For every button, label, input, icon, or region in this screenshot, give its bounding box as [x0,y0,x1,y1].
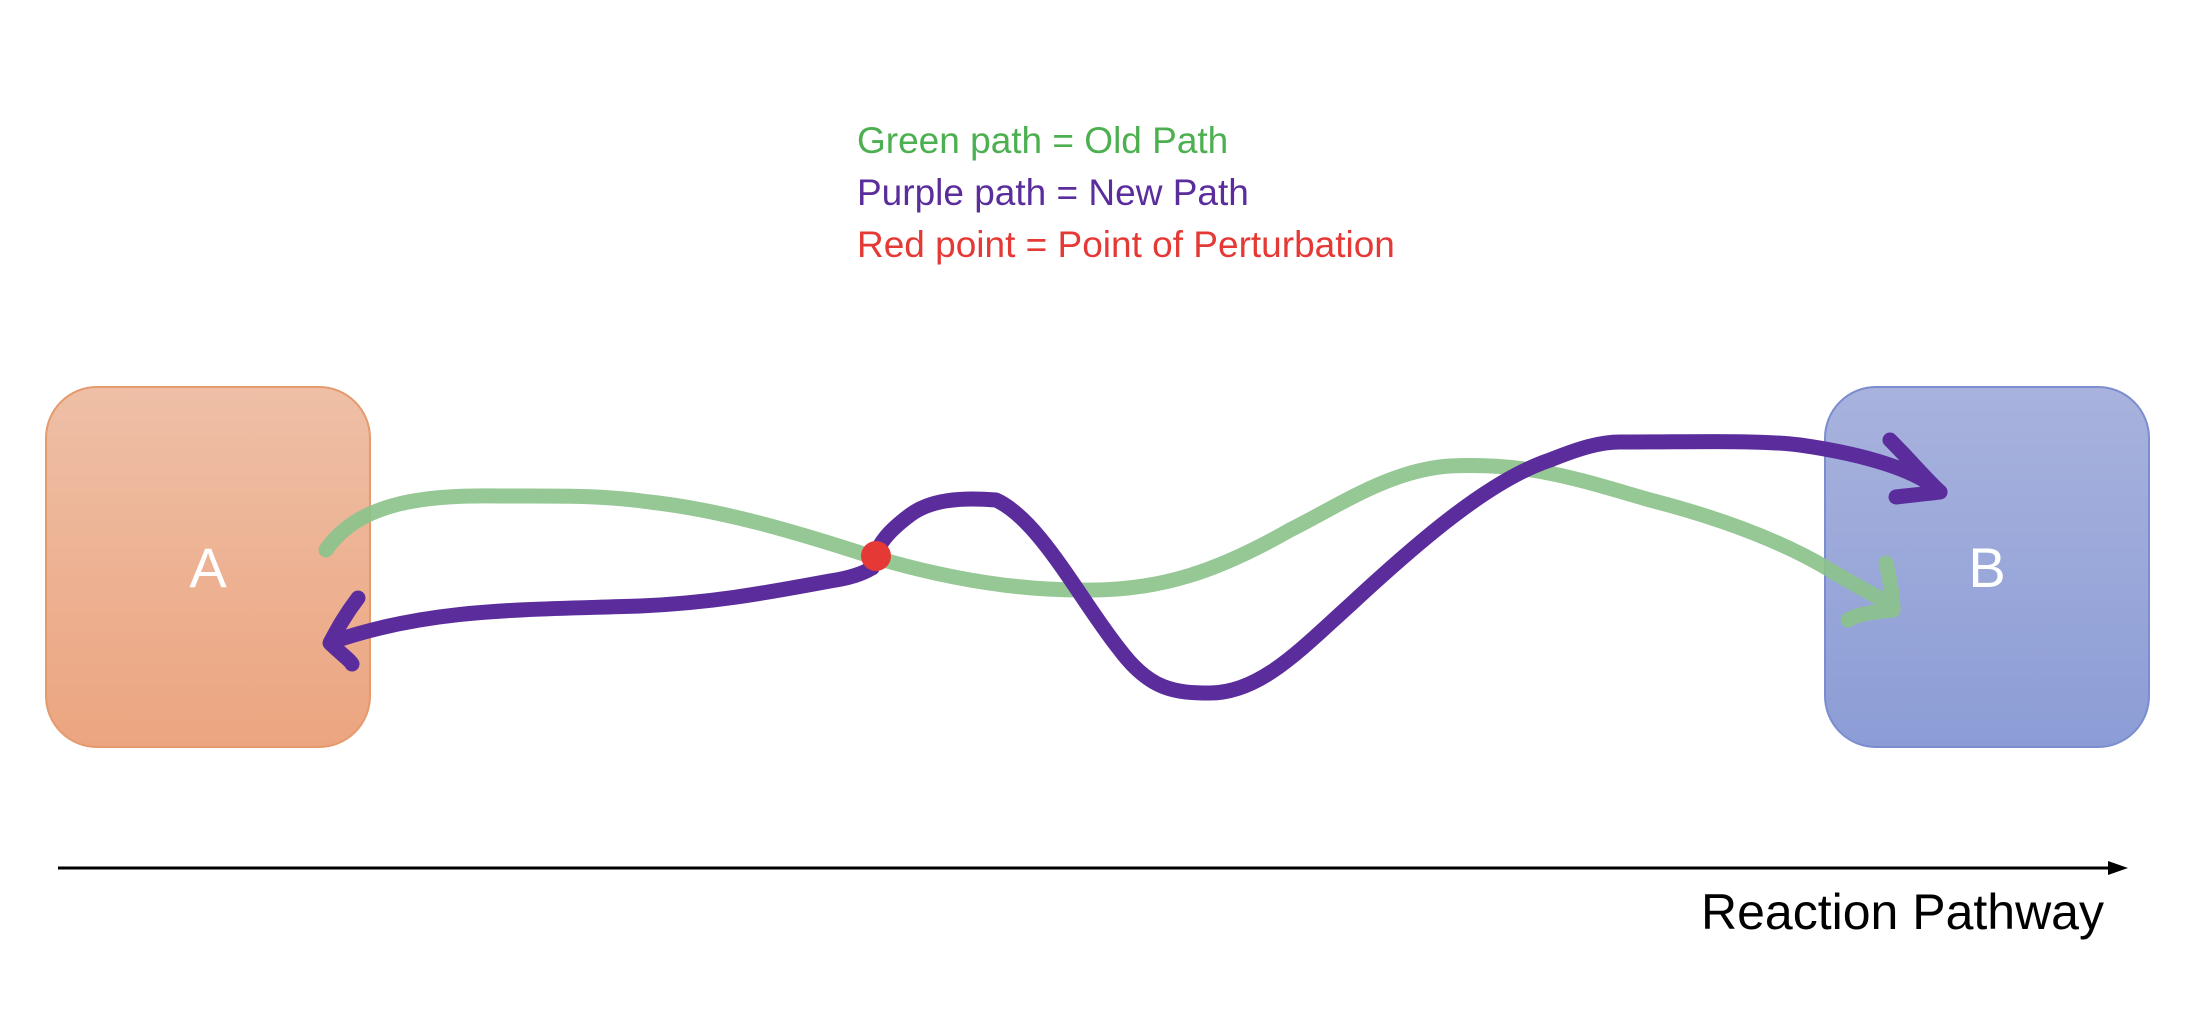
perturbation-point [861,541,891,571]
legend-purple-entry: Purple path = New Path [857,172,1249,213]
old-path-curve [318,457,1898,612]
new-path-curve [324,560,880,650]
legend: Green path = Old Path Purple path = New … [857,115,1395,271]
state-a-label: A [189,535,227,599]
new-path-curve-forward [864,434,1948,701]
state-b-label: B [1968,535,2006,599]
state-b-box: B [1824,386,2150,748]
state-a-box: A [45,386,371,748]
axis-arrowhead [2108,861,2128,875]
new-path-arrowhead-a [322,590,366,672]
old-path-arrowhead [1840,555,1901,628]
legend-green-entry: Green path = Old Path [857,120,1229,161]
axis-label: Reaction Pathway [1700,884,2104,940]
old-path [318,457,1901,628]
legend-red-entry: Red point = Point of Perturbation [857,224,1395,265]
new-path-arrowhead-b [1882,432,1948,505]
new-path [322,432,1948,701]
reaction-pathway-axis [58,861,2128,875]
